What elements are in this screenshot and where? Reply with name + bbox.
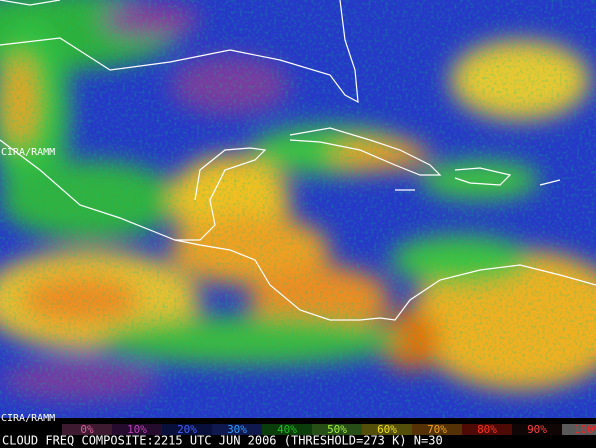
legend-label: 20% [177, 423, 197, 436]
legend-label: 10% [127, 423, 147, 436]
legend-swatch [162, 424, 212, 435]
legend-label: 0% [80, 423, 94, 436]
legend-swatch [312, 424, 362, 435]
legend-swatch [512, 424, 562, 435]
legend-label: 90% [527, 423, 547, 436]
caption: CLOUD FREQ COMPOSITE:2215 UTC JUN 2006 (… [2, 434, 443, 448]
cloud-field [0, 0, 596, 418]
legend-swatch [362, 424, 412, 435]
legend-label: 100% [574, 423, 596, 436]
legend-swatch [262, 424, 312, 435]
legend-label: 80% [477, 423, 497, 436]
legend-swatch [212, 424, 262, 435]
credit: CIRA/RAMM [1, 413, 55, 424]
legend-swatch [112, 424, 162, 435]
credit: CIRA/RAMM [1, 147, 55, 158]
legend-swatch [62, 424, 112, 435]
legend-swatch [462, 424, 512, 435]
coastlines [0, 0, 596, 321]
legend-swatch [412, 424, 462, 435]
legend-label: 30% [227, 423, 247, 436]
legend-label: 50% [327, 423, 347, 436]
legend-swatch [562, 424, 596, 435]
color-legend: 0% 10% 20% 30% 40% 50% 60% 70% 80% 90% 100% [62, 423, 596, 436]
legend-label: 40% [277, 423, 297, 436]
legend-label: 70% [427, 423, 447, 436]
legend-label: 60% [377, 423, 397, 436]
